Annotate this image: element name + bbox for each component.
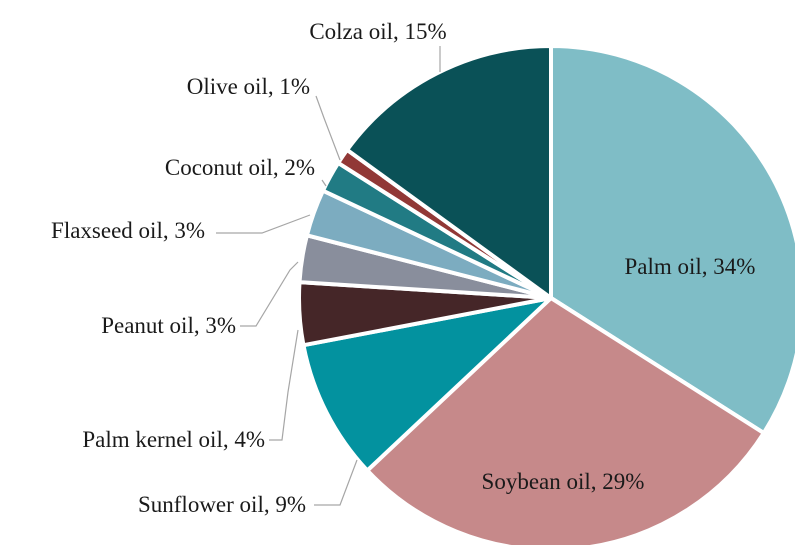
slice-label-soybean-oil: Soybean oil, 29% xyxy=(482,469,645,494)
pie-slice-soybean-oil xyxy=(365,296,766,545)
leader-line-palm-kernel-oil xyxy=(269,329,299,441)
slice-label-sunflower-oil: Sunflower oil, 9% xyxy=(138,492,306,517)
slice-label-colza-oil: Colza oil, 15% xyxy=(309,19,446,44)
slice-label-olive-oil: Olive oil, 1% xyxy=(187,74,310,99)
leader-line-flaxseed-oil xyxy=(216,214,311,234)
leader-line-olive-oil xyxy=(315,95,341,161)
slice-label-flaxseed-oil: Flaxseed oil, 3% xyxy=(51,218,205,243)
leader-line-peanut-oil xyxy=(240,261,299,327)
pie-slice-colza-oil xyxy=(345,44,553,300)
pie-slices xyxy=(297,44,795,545)
pie-slice-sunflower-oil xyxy=(301,296,553,473)
slice-label-palm-kernel-oil: Palm kernel oil, 4% xyxy=(82,427,265,452)
slice-label-palm-oil: Palm oil, 34% xyxy=(625,254,756,279)
pie-labels: Palm oil, 34% Soybean oil, 29% Sunflower o… xyxy=(51,19,755,517)
leader-line-sunflower-oil xyxy=(314,459,358,506)
slice-label-coconut-oil: Coconut oil, 2% xyxy=(165,155,315,180)
leader-line-coconut-oil xyxy=(321,179,327,187)
slice-label-peanut-oil: Peanut oil, 3% xyxy=(101,313,236,338)
